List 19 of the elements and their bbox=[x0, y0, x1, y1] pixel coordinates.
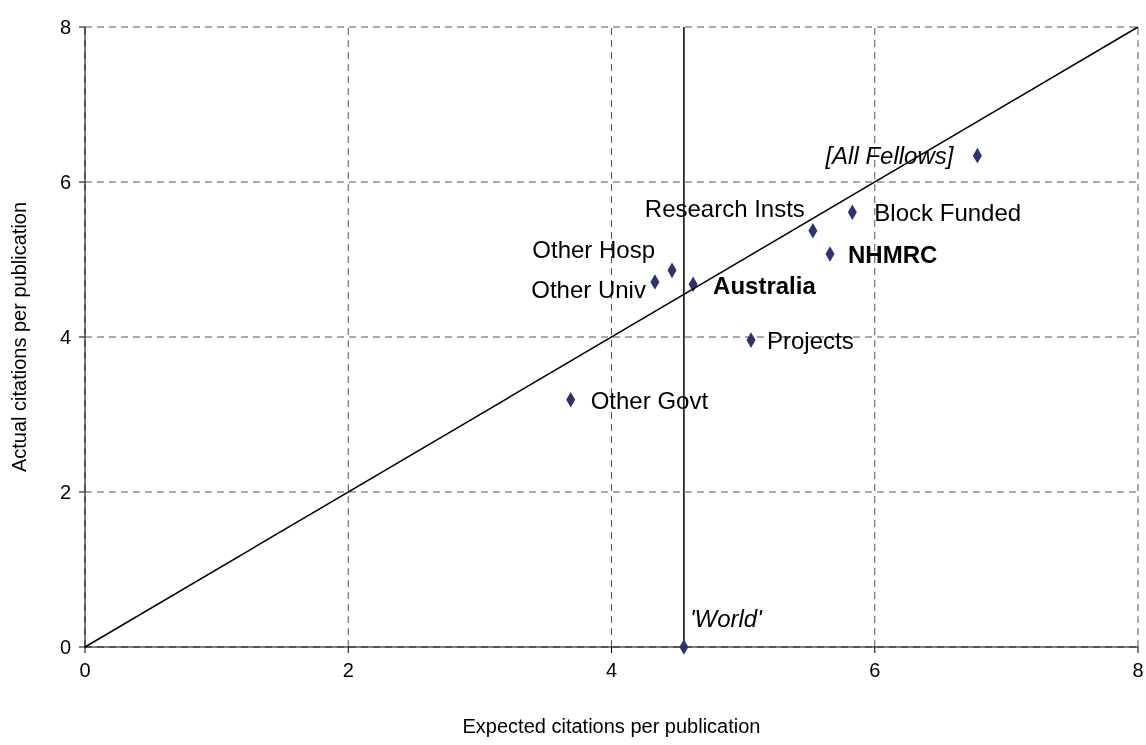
annotation: Projects bbox=[767, 327, 854, 355]
annotation: Block Funded bbox=[874, 199, 1022, 227]
x-tick-label: 8 bbox=[1132, 659, 1144, 681]
y-tick-label: 8 bbox=[59, 16, 71, 38]
annotation: Other Hosp bbox=[532, 236, 656, 264]
x-tick-label: 4 bbox=[605, 659, 618, 681]
annotation: Other Univ bbox=[531, 275, 646, 303]
x-axis-title: Expected citations per publication bbox=[462, 715, 761, 737]
x-tick-label: 6 bbox=[869, 659, 881, 681]
annotation: NHMRC bbox=[848, 241, 938, 269]
y-tick-label: 6 bbox=[59, 171, 71, 193]
annotation: Australia bbox=[713, 272, 817, 300]
y-tick-label: 4 bbox=[59, 326, 71, 348]
y-axis-title: Actual citations per publication bbox=[8, 201, 30, 473]
y-tick-label: 0 bbox=[59, 636, 71, 658]
x-tick-label: 2 bbox=[342, 659, 354, 681]
annotation: 'World' bbox=[689, 605, 764, 632]
y-tick-label: 2 bbox=[59, 481, 71, 503]
x-tick-label: 0 bbox=[79, 659, 91, 681]
